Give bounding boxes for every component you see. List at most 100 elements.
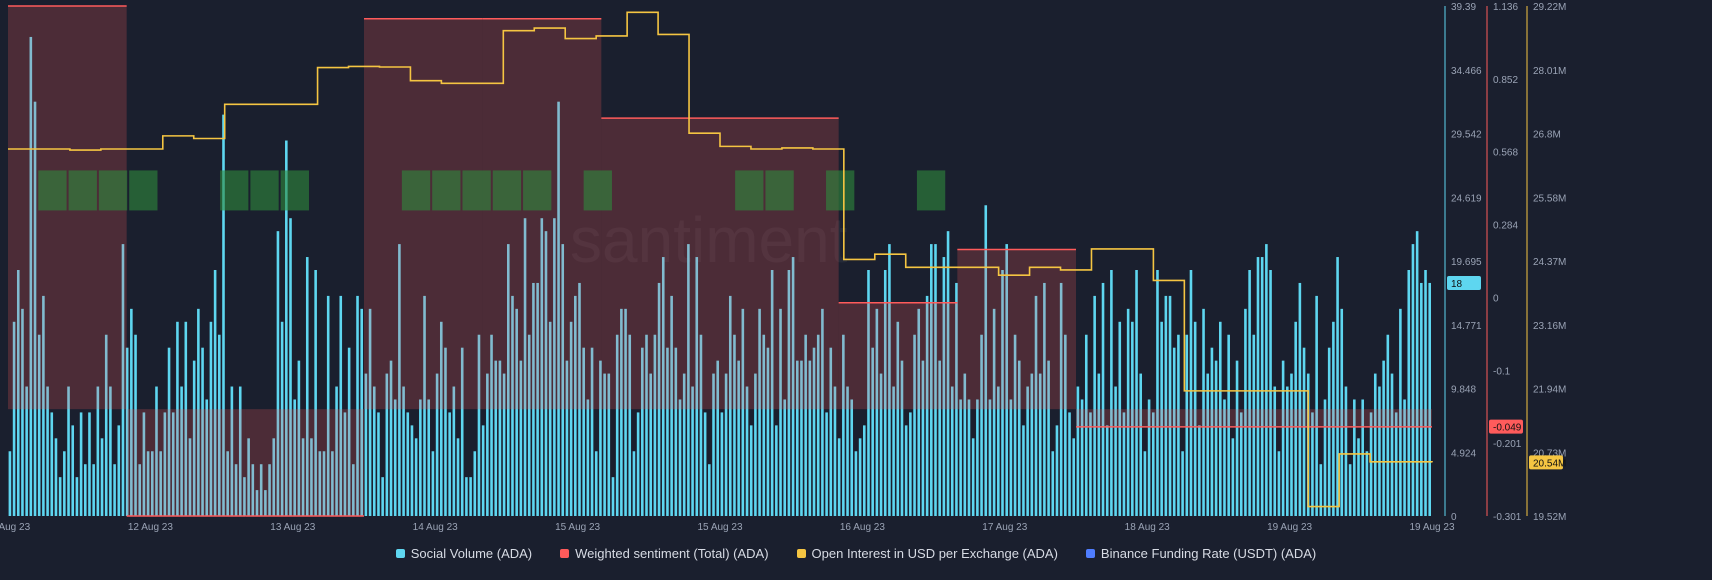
social-volume-bar [352,464,355,516]
social-volume-bar [419,399,422,516]
social-volume-bar [230,386,234,516]
sentiment-segment [482,18,602,410]
legend-swatch [796,549,806,558]
social-volume-bar [364,373,368,516]
social-volume-bar [976,399,979,516]
social-volume-bar [146,451,150,516]
social-volume-bar [201,347,204,516]
social-volume-bar [699,334,703,516]
social-volume-bar [1160,321,1163,516]
social-volume-bar [854,451,858,516]
social-volume-bar [544,231,548,516]
social-volume-bar [1348,464,1352,516]
social-volume-bar [481,425,485,516]
legend-swatch [1085,549,1095,558]
chart-canvas[interactable]: santiment 39.39 34.466 29.542 24.619 19.695 1… [0,0,1712,546]
social-volume-bar [326,295,330,516]
social-volume-bar [804,334,807,516]
social-volume-bar [339,295,343,516]
social-volume-bar [75,477,79,516]
social-volume-bar [678,399,682,516]
social-volume-bar [938,360,941,516]
social-volume-bar [268,464,271,516]
social-volume-bar [590,347,594,516]
social-volume-bar [569,321,573,516]
social-volume-bar [1214,360,1218,516]
legend-label: Open Interest in USD per Exchange (ADA) [811,546,1058,561]
legend-item[interactable]: Weighted sentiment (Total) (ADA) [560,546,769,561]
social-volume-bar [1315,295,1318,516]
social-volume-bar [1131,321,1134,516]
social-volume-bar [192,360,196,516]
social-volume-bar [1005,244,1008,516]
social-volume-bar [88,412,91,516]
social-volume-bar [532,282,535,516]
social-volume-bar [1080,399,1084,516]
social-volume-tick-label: 19.695 [1451,257,1482,268]
social-volume-bar [1248,269,1251,516]
social-volume-bar [1206,373,1210,516]
social-volume-bar [1013,334,1017,516]
legend-item[interactable]: Open Interest in USD per Exchange (ADA) [796,546,1058,561]
social-volume-bar [1202,308,1205,516]
social-volume-bar [1290,373,1293,516]
social-volume-bar [1265,244,1268,516]
social-volume-tick-label: 34.466 [1451,66,1482,77]
social-volume-bar [1059,282,1063,516]
social-volume-bar [749,425,753,516]
legend-item[interactable]: Binance Funding Rate (USDT) (ADA) [1085,546,1316,561]
funding-rate-bar [826,170,855,211]
social-volume-bar [360,308,363,516]
social-volume-bar [682,373,686,516]
social-volume-tick-label: 4.924 [1451,448,1476,459]
social-volume-bar [1386,334,1390,516]
social-volume-bar [745,386,749,516]
open-interest-tick-label: 21.94M [1533,385,1566,396]
social-volume-bar [624,308,627,516]
legend-item[interactable]: Social Volume (ADA) [395,546,532,561]
social-volume-tick-label: 29.542 [1451,130,1482,141]
social-volume-bar [959,399,962,516]
social-volume-bar [1114,386,1117,516]
social-volume-bar [1332,321,1335,516]
social-volume-bar [435,373,439,516]
social-volume-bar [1252,334,1256,516]
social-volume-bar [1156,269,1159,516]
social-volume-bar [1185,334,1189,516]
social-volume-bar [754,373,757,516]
social-volume-bar [984,205,988,516]
social-volume-bar [1382,360,1385,516]
social-volume-bar [1269,269,1272,516]
social-volume-bar [837,438,841,516]
social-volume-bar [691,386,694,516]
social-volume-bar [548,321,552,516]
social-volume-bar [561,244,565,516]
social-volume-bar [209,321,213,516]
social-volume-bar [867,269,870,516]
social-volume-bar [883,269,887,516]
open-interest-tick-label: 19.52M [1533,512,1566,523]
social-volume-bar [167,347,171,516]
social-volume-bar [1047,360,1050,516]
sentiment-tick-label: 1.136 [1493,2,1518,13]
social-volume-bar [398,244,401,516]
social-volume-bar [406,412,410,516]
funding-rate-bar [523,170,552,211]
funding-rate-bar [462,170,491,211]
social-volume-bar [151,451,154,516]
social-volume-bar [728,295,732,516]
x-tick-label: 18 Aug 23 [1125,522,1170,533]
social-volume-bar [310,438,313,516]
social-volume-bar [812,347,816,516]
social-volume-bar [1424,269,1427,516]
social-volume-bar [1193,321,1197,516]
social-volume-bar [37,334,41,516]
social-volume-bar [117,425,121,516]
social-volume-bar [318,451,322,516]
social-volume-bar [511,295,514,516]
social-volume-bar [494,360,498,516]
social-volume-bar [1219,321,1222,516]
funding-rate-bar [38,170,67,211]
social-volume-bar [322,451,326,516]
social-volume-bar [574,295,577,516]
